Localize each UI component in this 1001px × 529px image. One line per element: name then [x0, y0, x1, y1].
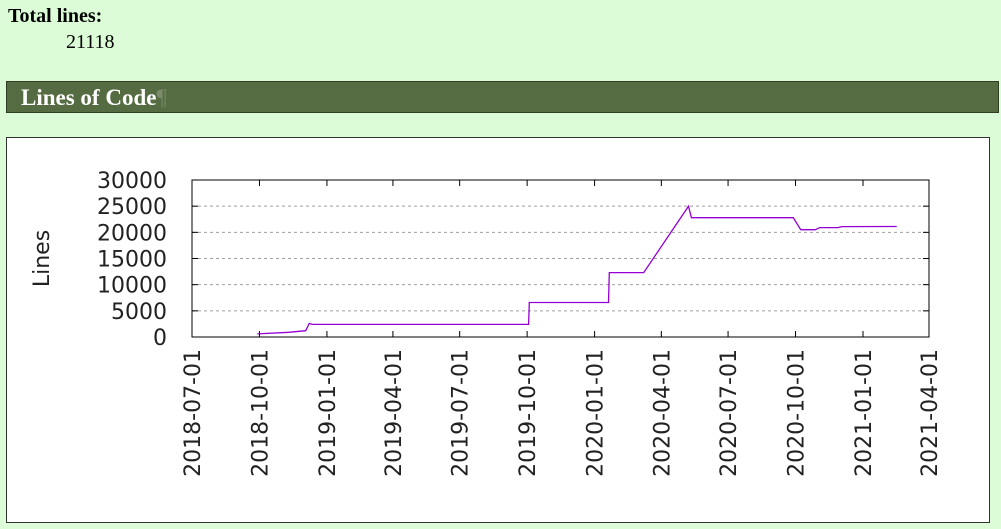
y-axis-label: Lines	[30, 230, 55, 287]
x-tick-label: 2018-07-01	[181, 349, 206, 477]
x-tick-label: 2019-04-01	[382, 349, 407, 477]
x-tick-label: 2020-01-01	[584, 349, 609, 477]
section-title: Lines of Code¶	[21, 85, 167, 111]
x-tick-label: 2019-07-01	[449, 349, 474, 477]
total-lines-label: Total lines:	[8, 5, 103, 27]
y-tick-label: 0	[153, 326, 167, 351]
section-header: Lines of Code¶	[6, 81, 999, 113]
x-tick-label: 2019-10-01	[516, 349, 541, 477]
lines-of-code-series	[257, 204, 897, 335]
x-tick-label: 2021-01-01	[852, 349, 877, 477]
y-tick-label: 15000	[97, 248, 167, 273]
x-tick-label: 2020-10-01	[785, 349, 810, 477]
chart-container: 0 5000 10000 15000 20000 25000 30000 2018-07-01…	[6, 137, 990, 523]
y-tick-label: 10000	[97, 274, 167, 299]
x-tick-label: 2019-01-01	[316, 349, 341, 477]
x-tick-label: 2018-10-01	[248, 349, 273, 477]
total-lines-value: 21118	[66, 31, 115, 53]
x-tick-label: 2021-04-01	[918, 349, 943, 477]
x-tick-label: 2020-04-01	[650, 349, 675, 477]
section-anchor-link[interactable]: ¶	[156, 85, 167, 110]
y-tick-label: 20000	[97, 221, 167, 246]
y-tick-label: 30000	[97, 169, 167, 194]
section-title-text: Lines of Code	[21, 85, 157, 110]
x-tick-label: 2020-07-01	[717, 349, 742, 477]
y-tick-label: 5000	[111, 300, 167, 325]
y-tick-label: 25000	[97, 195, 167, 220]
